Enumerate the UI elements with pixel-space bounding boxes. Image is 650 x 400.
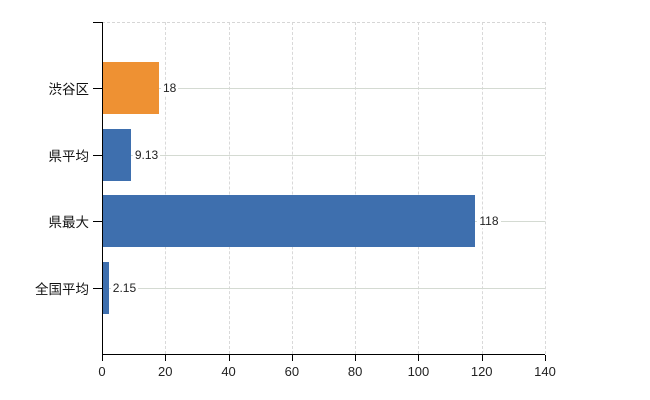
x-axis-tick <box>418 355 420 361</box>
x-tick-label: 40 <box>221 364 236 379</box>
category-gridline <box>102 88 545 90</box>
category-label: 渋谷区 <box>48 82 90 98</box>
x-axis-tick <box>228 355 230 361</box>
x-tick-label: 0 <box>98 364 106 379</box>
bar-value-label: 9.13 <box>132 147 161 162</box>
x-gridline <box>545 22 546 354</box>
category-gridline <box>102 287 545 289</box>
x-axis-tick <box>291 355 293 361</box>
y-axis <box>102 22 103 355</box>
x-gridline <box>418 22 420 354</box>
bar[interactable] <box>103 261 109 314</box>
y-axis-tick <box>93 154 102 156</box>
x-gridline <box>228 22 230 354</box>
y-axis-tick <box>93 22 102 23</box>
x-gridline <box>355 22 357 354</box>
category-label: 県平均 <box>48 148 90 164</box>
x-axis-tick <box>165 355 167 361</box>
x-tick-label: 100 <box>407 364 430 379</box>
bar-value-label: 118 <box>477 214 501 229</box>
x-gridline <box>481 22 483 354</box>
x-tick-label: 20 <box>158 364 173 379</box>
bar[interactable] <box>103 195 476 248</box>
x-axis-tick <box>545 355 546 361</box>
x-axis-tick <box>355 355 357 361</box>
x-tick-label: 80 <box>347 364 363 379</box>
bar-value-label: 18 <box>160 81 179 96</box>
category-label: 全国平均 <box>35 281 89 297</box>
bar-value-label: 2.15 <box>110 280 139 295</box>
y-axis-tick <box>93 287 102 289</box>
x-axis-tick <box>481 355 483 361</box>
y-axis-tick <box>93 221 102 223</box>
plot-top-border <box>102 22 545 23</box>
bar[interactable] <box>103 128 131 181</box>
x-tick-label: 120 <box>470 364 493 379</box>
bar[interactable] <box>103 62 159 115</box>
x-gridline <box>291 22 293 354</box>
x-axis-tick <box>102 355 103 361</box>
category-label: 県最大 <box>48 215 90 231</box>
x-gridline <box>165 22 167 354</box>
x-tick-label: 60 <box>284 364 300 379</box>
x-tick-label: 140 <box>534 364 556 379</box>
x-axis <box>102 354 545 355</box>
y-axis-tick <box>93 88 102 90</box>
category-gridline <box>102 154 545 156</box>
